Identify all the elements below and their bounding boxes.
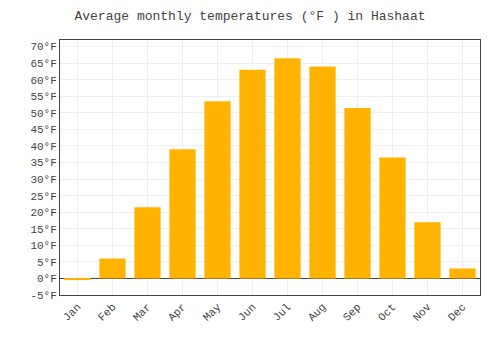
svg-text:5°F: 5°F bbox=[37, 257, 57, 269]
svg-text:20°F: 20°F bbox=[30, 207, 56, 219]
svg-text:0°F: 0°F bbox=[37, 273, 57, 285]
svg-text:25°F: 25°F bbox=[30, 191, 56, 203]
svg-text:May: May bbox=[201, 301, 224, 324]
svg-text:Dec: Dec bbox=[446, 301, 468, 323]
svg-text:Average monthly temperatures (: Average monthly temperatures (°F ) in Ha… bbox=[74, 9, 425, 24]
svg-text:70°F: 70°F bbox=[30, 41, 56, 53]
svg-text:35°F: 35°F bbox=[30, 157, 56, 169]
svg-text:15°F: 15°F bbox=[30, 224, 56, 236]
svg-text:65°F: 65°F bbox=[30, 58, 56, 70]
svg-text:40°F: 40°F bbox=[30, 141, 56, 153]
svg-text:50°F: 50°F bbox=[30, 108, 56, 120]
svg-text:Sep: Sep bbox=[341, 301, 363, 323]
svg-text:45°F: 45°F bbox=[30, 124, 56, 136]
svg-text:55°F: 55°F bbox=[30, 91, 56, 103]
svg-text:Jul: Jul bbox=[271, 301, 293, 323]
svg-text:-5°F: -5°F bbox=[30, 290, 56, 302]
svg-text:30°F: 30°F bbox=[30, 174, 56, 186]
svg-text:Jan: Jan bbox=[61, 301, 83, 323]
svg-text:Jun: Jun bbox=[236, 301, 258, 323]
svg-text:Nov: Nov bbox=[411, 301, 434, 324]
svg-text:60°F: 60°F bbox=[30, 75, 56, 87]
svg-text:Aug: Aug bbox=[306, 301, 328, 323]
svg-text:Mar: Mar bbox=[131, 301, 153, 323]
svg-text:Feb: Feb bbox=[96, 301, 118, 323]
svg-text:10°F: 10°F bbox=[30, 240, 56, 252]
svg-text:Oct: Oct bbox=[376, 301, 398, 323]
svg-text:Apr: Apr bbox=[166, 301, 188, 323]
